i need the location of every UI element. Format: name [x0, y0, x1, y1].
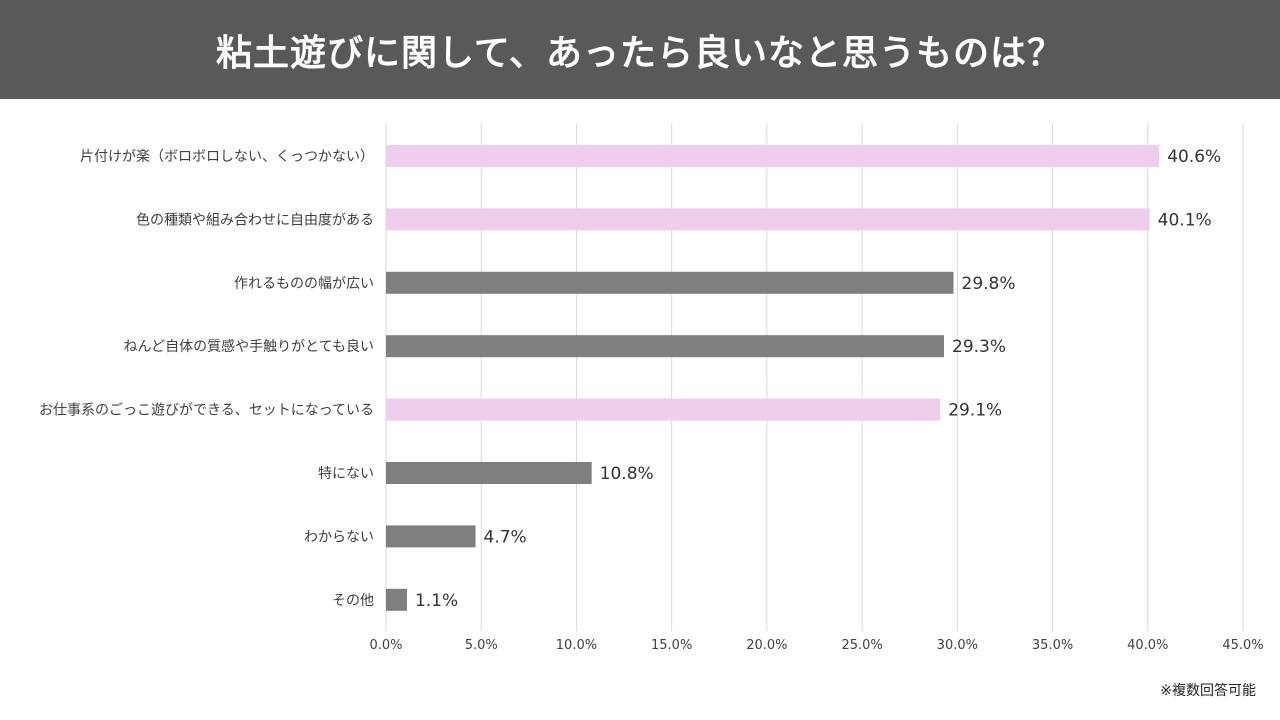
x-tick-label: 15.0%	[651, 638, 692, 653]
bar	[386, 462, 592, 484]
data-label: 40.6%	[1167, 147, 1221, 167]
bar	[386, 588, 407, 611]
data-label: 29.8%	[962, 274, 1016, 294]
bar	[386, 398, 941, 421]
data-label: 29.1%	[948, 401, 1002, 421]
footnote: ※複数回答可能	[1160, 683, 1256, 699]
data-label: 29.3%	[952, 337, 1006, 357]
data-label: 1.1%	[415, 591, 458, 611]
bar	[386, 271, 954, 294]
bar-chart: 0.0% 5.0% 10.0% 15.0% 20.0% 25.0% 30.0% 35.0% 40…	[39, 123, 1264, 653]
data-label: 10.8%	[600, 464, 654, 484]
category-label: 片付けが楽（ボロボロしない、くっつかない）	[80, 149, 374, 165]
title-bar: 粘土遊びに関して、あったら良いなと思うものは？	[0, 0, 1280, 99]
data-label: 4.7%	[484, 527, 527, 547]
bar	[386, 145, 1160, 167]
x-tick-label: 25.0%	[841, 638, 882, 653]
x-tick-label: 40.0%	[1127, 638, 1168, 653]
data-label: 40.1%	[1158, 210, 1212, 230]
bar	[386, 335, 945, 358]
x-tick-label: 45.0%	[1222, 638, 1263, 653]
category-label: その他	[332, 593, 374, 609]
x-tick-label: 20.0%	[746, 638, 787, 653]
category-label: 特にない	[318, 466, 374, 482]
category-label: お仕事系のごっこ遊びができる、セットになっている	[39, 403, 374, 419]
x-tick-label: 5.0%	[465, 638, 498, 653]
x-tick-label: 10.0%	[556, 638, 597, 653]
x-tick-label: 0.0%	[369, 638, 402, 653]
category-label: 色の種類や組み合わせに自由度がある	[136, 211, 374, 228]
x-tick-label: 30.0%	[937, 638, 978, 653]
bar	[386, 208, 1150, 231]
category-label: 作れるものの幅が広い	[234, 276, 374, 292]
bar	[386, 525, 476, 548]
chart-title: 粘土遊びに関して、あったら良いなと思うものは？	[215, 32, 1065, 74]
category-label: わからない	[304, 529, 374, 545]
x-tick-label: 35.0%	[1032, 638, 1073, 653]
category-label: ねんど自体の質感や手触りがとても良い	[124, 338, 374, 355]
